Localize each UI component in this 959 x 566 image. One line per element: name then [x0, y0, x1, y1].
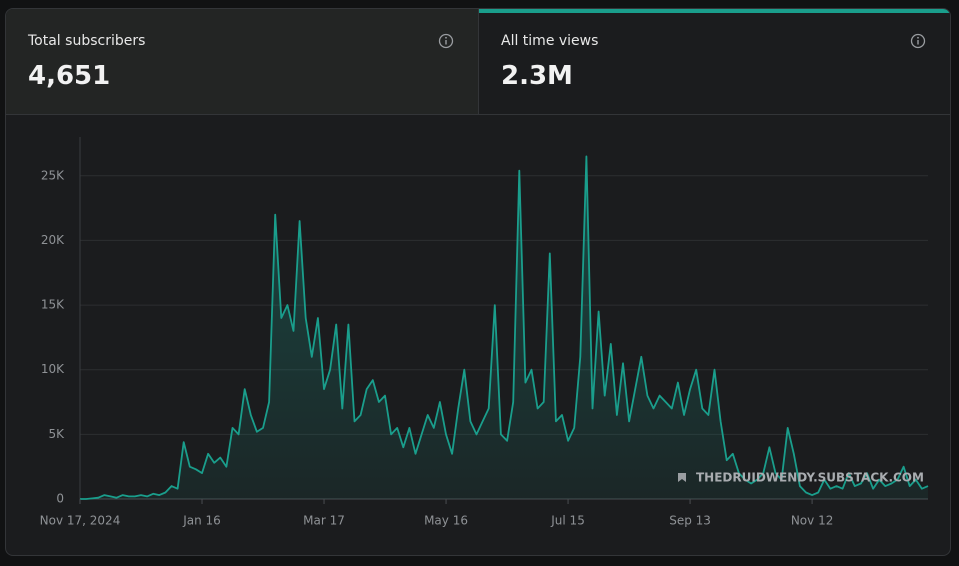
card-label: All time views — [501, 33, 599, 49]
y-tick-label: 25K — [41, 168, 65, 182]
card-value: 2.3M — [501, 61, 573, 91]
y-tick-label: 20K — [41, 233, 65, 247]
y-tick-label: 15K — [41, 298, 65, 312]
line — [80, 155, 929, 500]
x-tick-label: Jan 16 — [182, 514, 221, 528]
watermark-text: THEDRUIDWENDY.SUBSTACK.COM — [696, 471, 924, 485]
x-tick-label: Jul 15 — [550, 514, 585, 528]
info-icon[interactable] — [438, 33, 454, 49]
x-tick-label: May 16 — [424, 514, 468, 528]
y-tick-label: 10K — [41, 362, 65, 376]
x-tick-label: Mar 17 — [303, 514, 345, 528]
card-label: Total subscribers — [28, 33, 146, 49]
info-icon[interactable] — [910, 33, 926, 49]
x-tick-label: Nov 12 — [791, 514, 834, 528]
area-fill — [80, 156, 928, 499]
tab-card[interactable]: Total subscribers 4,651 — [6, 9, 479, 115]
card-value: 4,651 — [28, 61, 111, 91]
y-tick-label: 5K — [48, 427, 65, 441]
x-tick-label: Nov 17, 2024 — [40, 514, 121, 528]
watermark: THEDRUIDWENDY.SUBSTACK.COM — [678, 471, 924, 485]
tab-card-active[interactable]: All time views 2.3M — [479, 9, 950, 115]
x-tick-label: Sep 13 — [669, 514, 711, 528]
y-tick-label: 0 — [56, 492, 64, 506]
